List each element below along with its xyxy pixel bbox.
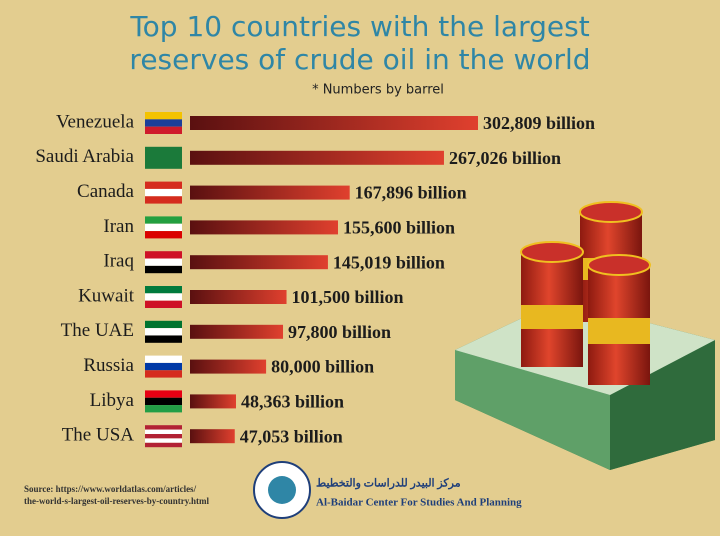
category-label: Canada	[77, 181, 135, 202]
value-label: 97,800 billion	[288, 322, 391, 342]
flag	[145, 146, 182, 169]
flag	[145, 112, 182, 134]
flag	[145, 251, 182, 274]
category-label: The UAE	[61, 320, 134, 341]
flag-stripe	[145, 216, 182, 224]
flag	[145, 390, 182, 413]
flag-stripe	[145, 293, 182, 301]
bar	[190, 220, 338, 235]
flag-stripe	[145, 188, 182, 197]
flag	[145, 355, 182, 378]
category-label: Libya	[90, 390, 135, 411]
bar	[190, 116, 478, 130]
flag-stripe	[145, 362, 182, 371]
flag-stripe	[145, 231, 182, 239]
bar	[190, 324, 284, 339]
value-label: 167,896 billion	[355, 183, 467, 203]
flag-stripe	[145, 286, 182, 294]
bar	[190, 255, 328, 270]
bar	[190, 150, 444, 165]
value-label: 80,000 billion	[271, 357, 374, 377]
flag-stripe	[145, 320, 182, 329]
illustration	[455, 201, 715, 470]
chart-title: Top 10 countries with the largest	[129, 10, 589, 43]
flag-stripe	[145, 438, 182, 443]
category-label: Russia	[83, 355, 134, 376]
flag	[145, 425, 182, 448]
flag	[145, 286, 182, 308]
flag-stripe	[145, 126, 182, 134]
flag-stripe	[145, 335, 182, 343]
value-label: 48,363 billion	[241, 392, 344, 412]
flag-stripe	[145, 442, 182, 448]
category-label: Iraq	[103, 251, 134, 272]
flag-stripe	[145, 328, 182, 336]
value-label: 145,019 billion	[333, 252, 445, 272]
category-label: Kuwait	[78, 285, 135, 306]
value-label: 155,600 billion	[343, 218, 455, 238]
source: the-world-s-largest-oil-reserves-by-coun…	[24, 496, 210, 506]
flag-stripe	[145, 434, 182, 439]
flag-stripe	[145, 223, 182, 232]
flag	[145, 320, 182, 343]
flag-stripe	[145, 251, 182, 259]
flag-stripe	[145, 397, 182, 406]
category-label: Venezuela	[56, 111, 135, 132]
flag	[145, 216, 182, 239]
flag-stripe	[145, 258, 182, 266]
bar	[190, 429, 235, 444]
flag-stripe	[145, 355, 182, 363]
bar	[190, 394, 236, 409]
bar	[190, 290, 287, 304]
logo	[253, 461, 311, 519]
bar	[190, 185, 350, 200]
value-label: 101,500 billion	[292, 287, 404, 307]
subtitle: * Numbers by barrel	[312, 83, 444, 98]
value-label: 47,053 billion	[240, 426, 343, 446]
value-label: 302,809 billion	[483, 113, 595, 133]
flag-stripe	[145, 425, 182, 430]
bar	[190, 359, 267, 374]
flag-stripe	[145, 429, 182, 434]
value-label: 267,026 billion	[449, 148, 561, 168]
flag-stripe	[145, 196, 182, 204]
logo-text: مركز البيدر للدراسات والتخطيط	[316, 478, 461, 490]
flag-stripe	[145, 300, 182, 308]
flag-stripe	[145, 370, 182, 378]
flag-stripe	[145, 146, 182, 169]
flag-stripe	[145, 265, 182, 274]
logo-text: Al-Baidar Center For Studies And Plannin…	[316, 497, 522, 509]
flag-stripe	[145, 405, 182, 413]
category-label: Iran	[103, 216, 134, 237]
flag-stripe	[145, 390, 182, 398]
flag-stripe	[145, 119, 182, 127]
flag-stripe	[145, 112, 182, 120]
flag-stripe	[145, 181, 182, 189]
category-label: Saudi Arabia	[35, 146, 134, 167]
category-label: The USA	[62, 425, 135, 446]
flag	[145, 181, 182, 204]
source: Source: https://www.worldatlas.com/artic…	[24, 484, 197, 494]
chart-title: reserves of crude oil in the world	[129, 43, 590, 76]
